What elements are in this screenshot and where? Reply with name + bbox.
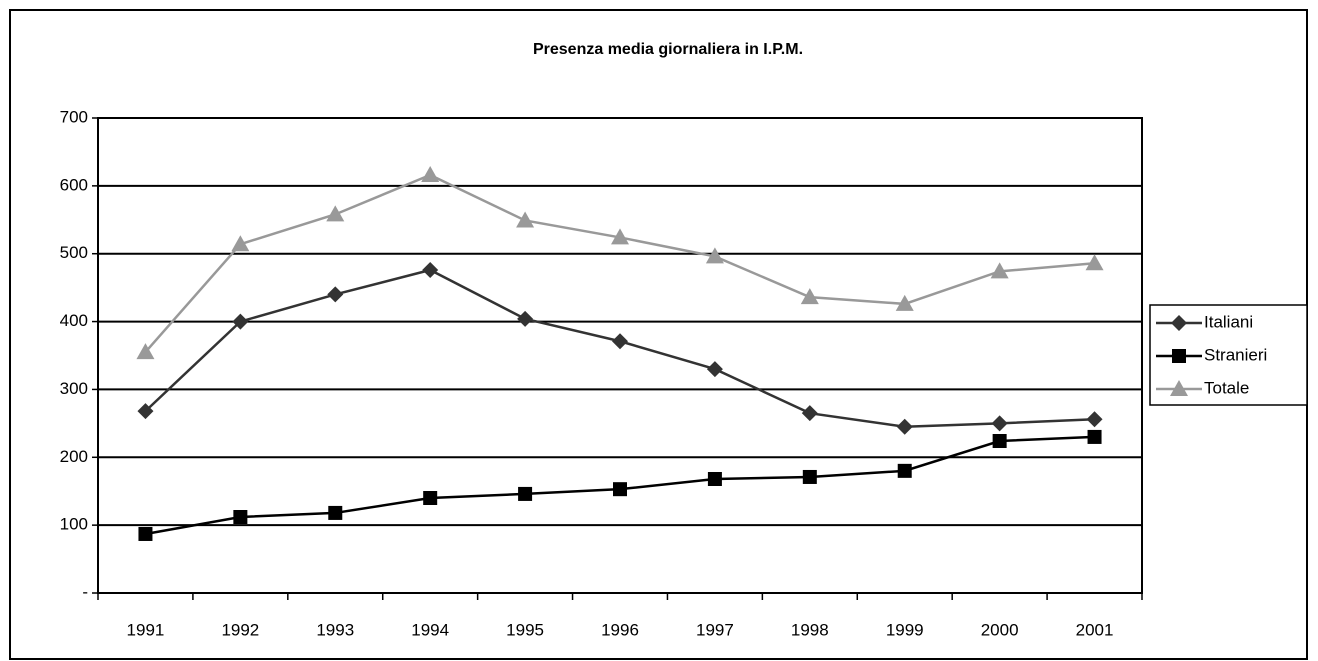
marker (138, 526, 153, 541)
legend-label: Stranieri (1204, 345, 1267, 364)
marker (706, 361, 723, 378)
chart-title: Presenza media giornaliera in I.P.M. (533, 41, 803, 58)
marker (517, 310, 534, 327)
marker (991, 415, 1008, 432)
y-tick-label: 700 (60, 107, 88, 126)
marker (1086, 411, 1103, 428)
marker (705, 247, 724, 264)
x-tick-label: 1998 (791, 620, 829, 639)
marker (895, 294, 914, 311)
marker (422, 262, 439, 278)
marker (802, 469, 817, 484)
marker (1087, 429, 1102, 444)
chart-border (9, 9, 1308, 660)
marker (896, 418, 913, 435)
y-tick-label: 600 (60, 175, 88, 194)
y-tick-label: 300 (60, 379, 88, 398)
plot-border (97, 117, 1143, 594)
marker (327, 286, 344, 303)
marker (1171, 315, 1187, 331)
y-tick-label: - (82, 582, 88, 601)
y-tick-label: 100 (60, 515, 88, 534)
marker (613, 482, 627, 497)
legend-label: Italiani (1204, 312, 1253, 331)
x-tick-label: 1993 (316, 620, 354, 639)
marker (612, 333, 628, 350)
x-tick-label: 2000 (981, 620, 1019, 639)
marker (992, 434, 1007, 448)
marker (1085, 254, 1104, 271)
y-tick-label: 500 (60, 243, 88, 262)
x-tick-label: 1999 (886, 620, 924, 639)
marker (421, 166, 440, 182)
marker (232, 313, 249, 330)
marker (233, 510, 248, 524)
marker (231, 235, 250, 252)
x-tick-label: 1996 (601, 620, 639, 639)
marker (1172, 349, 1186, 363)
marker (516, 211, 535, 228)
marker (326, 205, 345, 222)
marker (137, 403, 154, 420)
marker (800, 288, 819, 305)
y-tick-label: 200 (60, 447, 88, 466)
x-tick-label: 1997 (696, 620, 734, 639)
marker (897, 463, 912, 478)
marker (423, 491, 438, 505)
y-tick-label: 400 (60, 311, 88, 330)
marker (707, 472, 722, 486)
marker (136, 343, 155, 360)
marker (1170, 380, 1188, 396)
x-tick-label: 1994 (411, 620, 449, 639)
x-tick-label: 1995 (506, 620, 544, 639)
marker (518, 486, 533, 501)
x-tick-label: 2001 (1076, 620, 1114, 639)
x-tick-label: 1992 (221, 620, 259, 639)
x-tick-label: 1991 (127, 620, 165, 639)
legend-label: Totale (1204, 378, 1249, 397)
marker (328, 505, 343, 520)
marker (990, 262, 1009, 279)
marker (801, 405, 818, 422)
marker (611, 228, 629, 245)
